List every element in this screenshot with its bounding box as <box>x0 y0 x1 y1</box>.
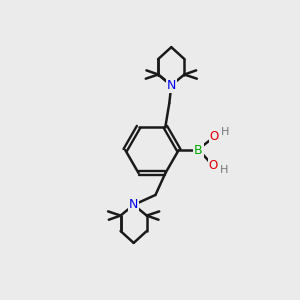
Text: H: H <box>221 127 230 137</box>
Text: O: O <box>210 130 219 142</box>
Text: O: O <box>209 159 218 172</box>
Text: B: B <box>194 143 203 157</box>
Text: H: H <box>220 165 229 175</box>
Text: N: N <box>167 79 176 92</box>
Text: N: N <box>129 198 138 212</box>
